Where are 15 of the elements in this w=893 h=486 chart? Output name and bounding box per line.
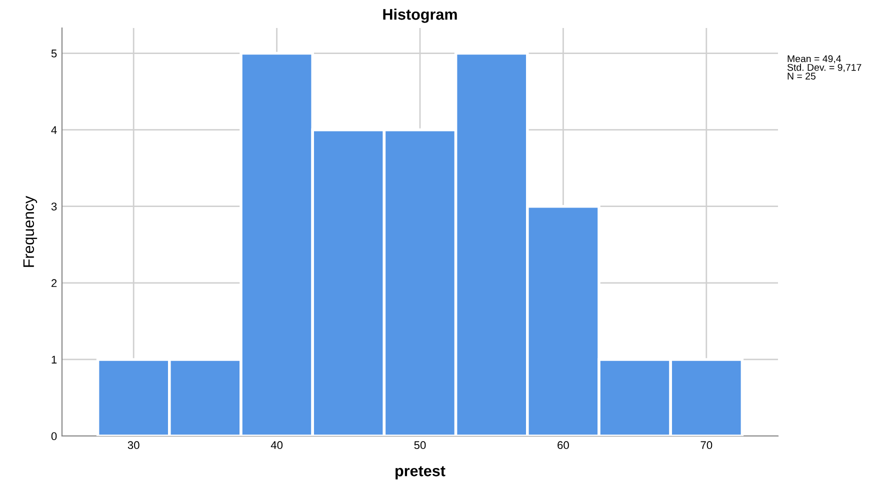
- x-tick-label: 70: [700, 441, 712, 450]
- y-tick-label: 5: [51, 50, 57, 58]
- x-tick-label: 60: [558, 441, 569, 450]
- x-axis-title: pretest: [396, 466, 446, 480]
- chart-title: Histogram: [383, 8, 457, 23]
- y-tick-label: 4: [51, 126, 57, 134]
- y-tick-label: 3: [51, 202, 57, 210]
- text: Mean = 49,4 Std. Dev. = 9,717 N = 25: [787, 55, 862, 80]
- x-tick-label: 30: [128, 441, 140, 450]
- y-tick-label: 2: [52, 279, 57, 287]
- x-tick-label: 40: [270, 441, 283, 450]
- y-tick-label: 0: [51, 432, 57, 440]
- x-tick-label: 50: [414, 441, 426, 450]
- y-tick-label: 1: [52, 356, 57, 364]
- y-axis-title: Frequency: [23, 196, 38, 267]
